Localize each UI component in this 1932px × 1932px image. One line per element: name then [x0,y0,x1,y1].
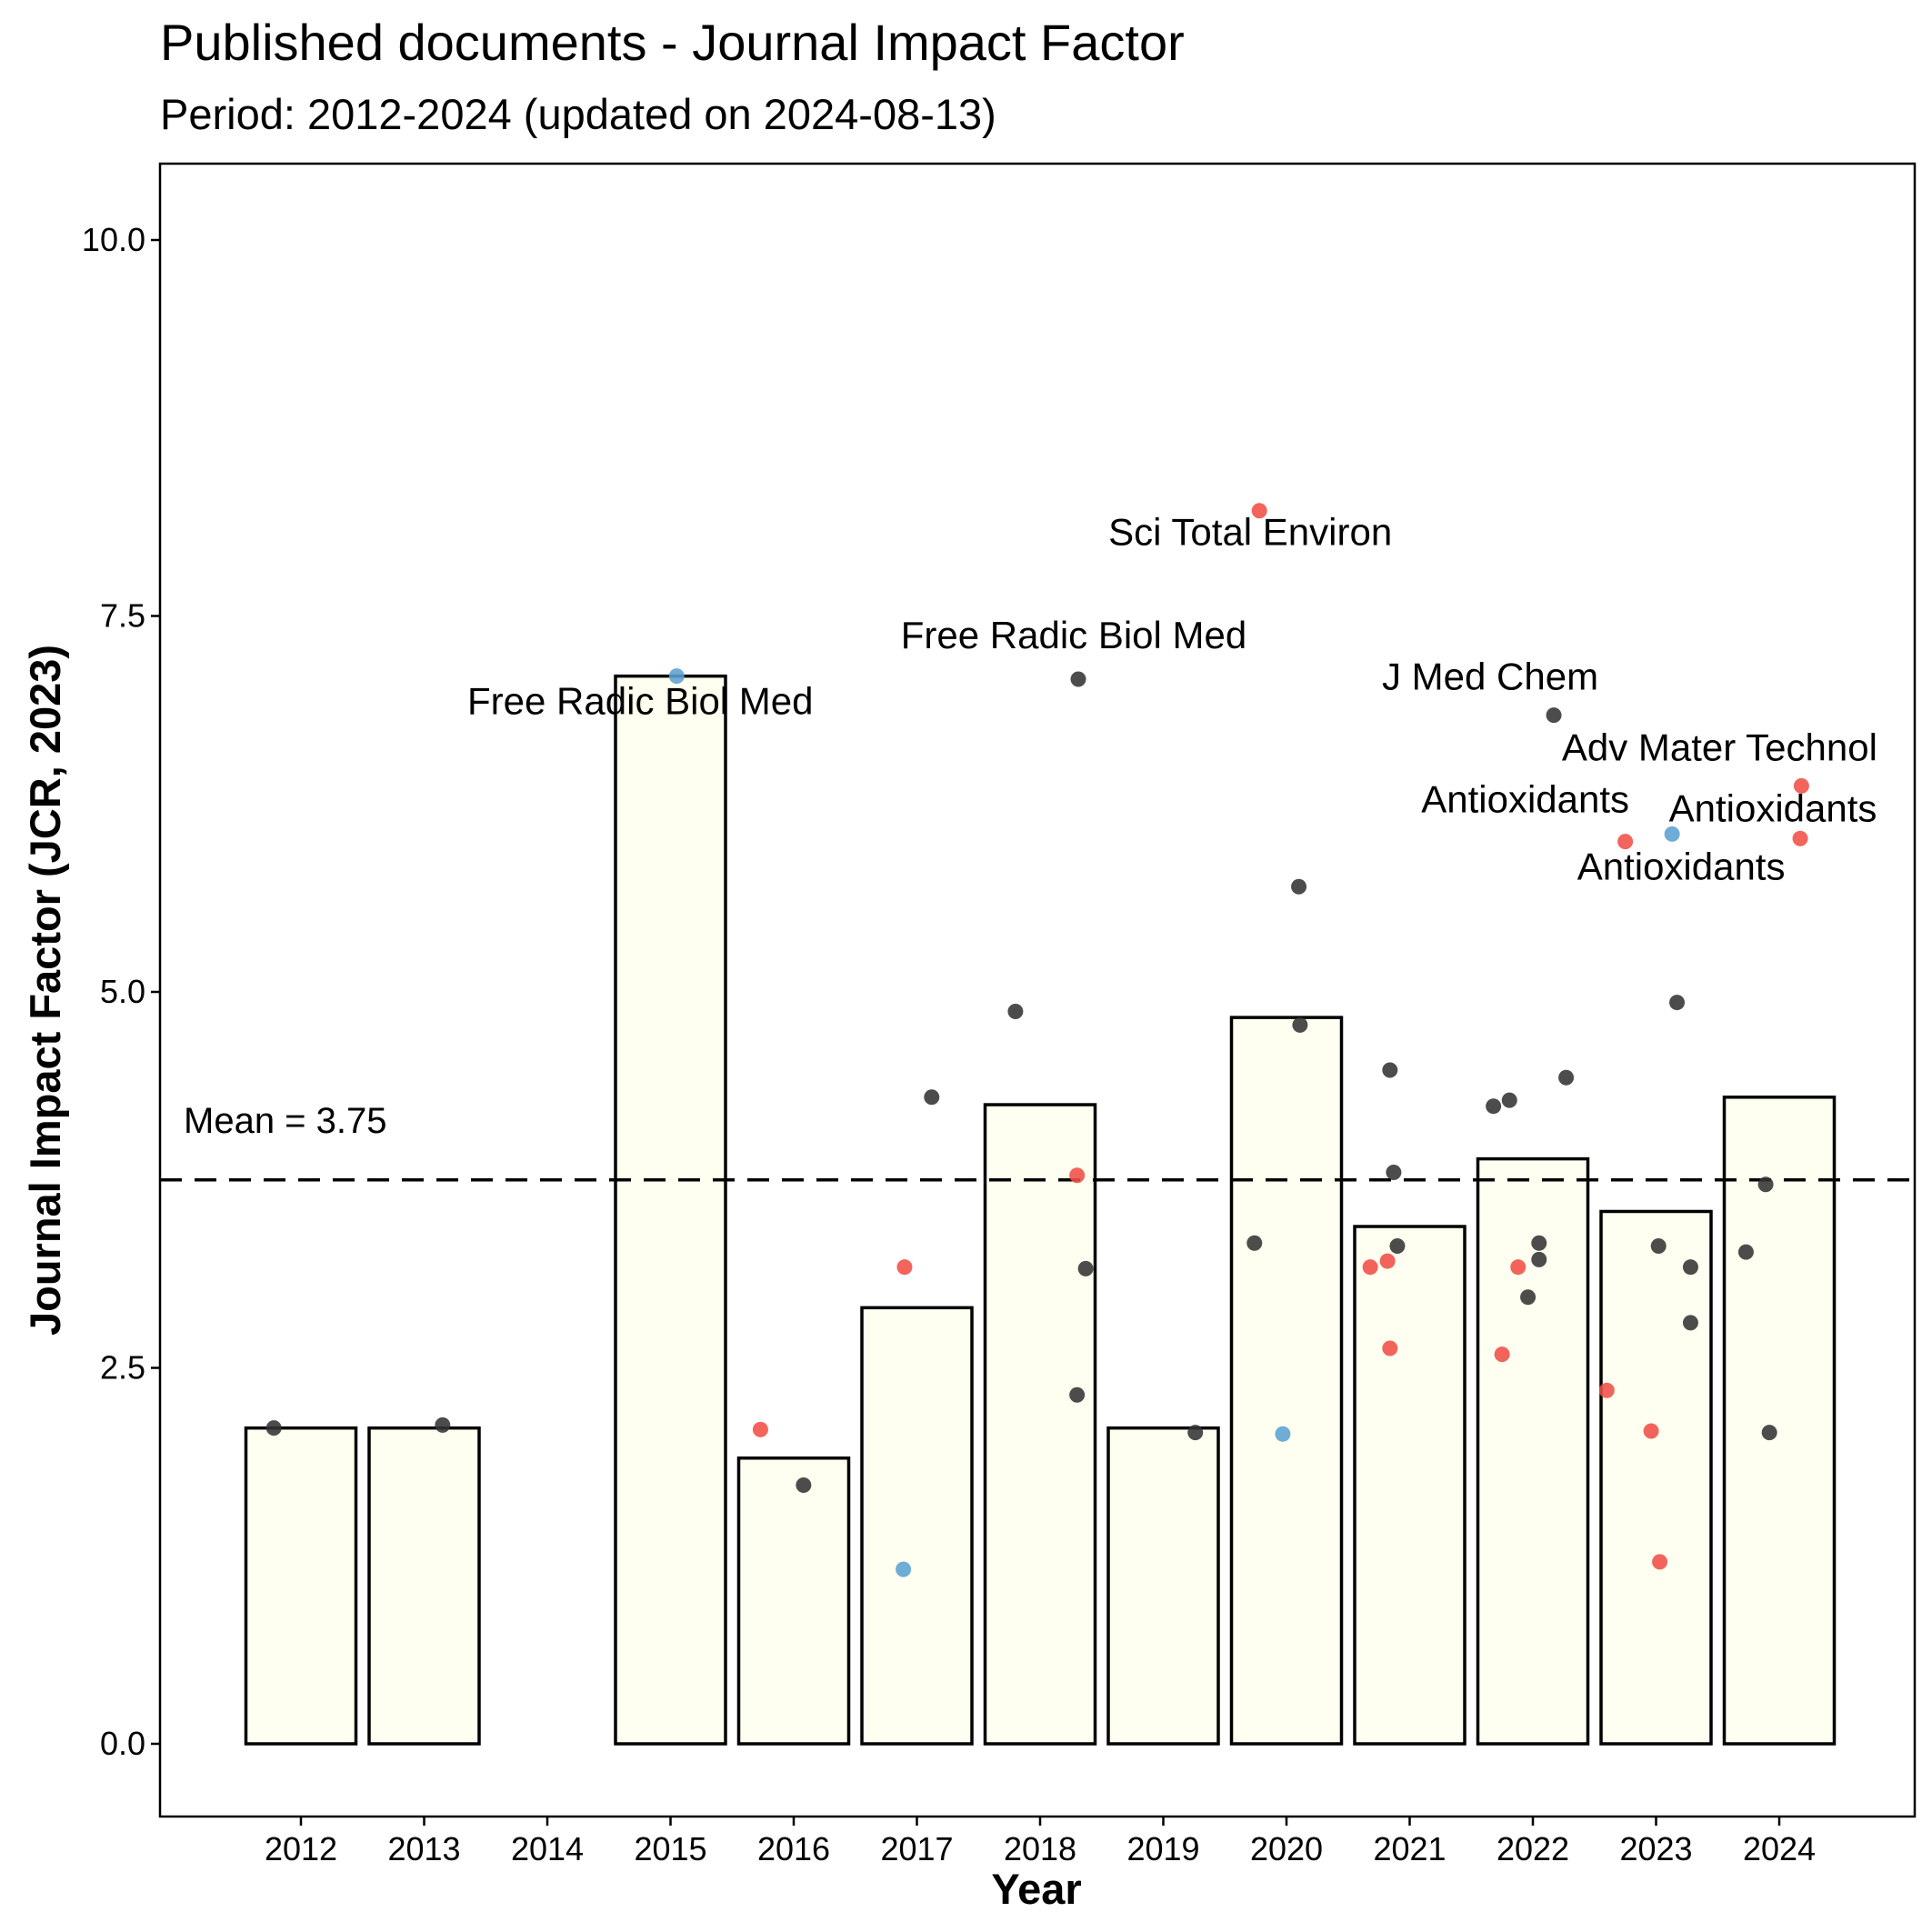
bars-layer [244,674,1837,1746]
data-point-2018 [1070,671,1086,687]
journal-label: Antioxidants [1421,778,1629,821]
data-point-2024 [1792,830,1808,846]
data-point-2022 [1501,1092,1517,1108]
journal-label: Antioxidants [1577,845,1786,887]
chart-subtitle: Period: 2012-2024 (updated on 2024-08-13… [160,90,996,138]
data-point-2024 [1793,777,1809,794]
annotations-layer: Free Radic Biol Med Free Radic Biol Med Sc… [467,511,1877,888]
data-point-2022 [1558,1069,1575,1086]
data-point-2019 [1187,1425,1204,1441]
x-tick-label: 2017 [880,1830,953,1867]
chart-title: Published documents - Journal Impact Fac… [160,14,1185,71]
x-tick-label: 2023 [1619,1830,1692,1867]
y-tick-label: 0.0 [100,1725,145,1762]
x-tick-label: 2019 [1126,1830,1199,1867]
plot-panel-border [158,162,1917,1818]
data-point-2022 [1520,1289,1537,1306]
data-point-2020 [1292,1016,1308,1033]
x-tick-label: 2016 [757,1830,830,1867]
bar-2012 [244,1426,358,1746]
journal-label: Adv Mater Technol [1562,726,1877,768]
x-tick-label: 2012 [265,1830,337,1867]
data-point-2022 [1531,1251,1547,1267]
data-point-2021 [1379,1253,1396,1269]
data-point-2016 [752,1421,768,1437]
data-point-2021 [1382,1340,1398,1356]
data-point-2024 [1737,1244,1754,1260]
data-point-2015 [668,668,685,685]
x-tick-label: 2022 [1497,1830,1569,1867]
x-tick-label: 2024 [1743,1830,1816,1867]
x-tick-label: 2020 [1250,1830,1323,1867]
data-point-2018 [1077,1260,1094,1276]
data-point-2022 [1546,707,1562,724]
x-tick-label: 2018 [1004,1830,1076,1867]
data-point-2020 [1251,503,1267,519]
x-tick-label: 2015 [634,1830,706,1867]
data-point-2021 [1386,1164,1402,1180]
journal-label: Free Radic Biol Med [901,614,1246,656]
points-layer [265,503,1809,1577]
journal-label: J Med Chem [1382,656,1598,698]
journal-label: Antioxidants [1669,786,1877,829]
data-point-2017 [924,1089,940,1106]
x-tick-label: 2021 [1373,1830,1446,1867]
bar-2016 [736,1456,851,1746]
x-tick-label: 2013 [387,1830,460,1867]
data-point-2018 [1069,1386,1086,1403]
data-point-2022 [1494,1346,1510,1363]
data-point-2012 [265,1420,282,1436]
data-point-2022 [1510,1259,1527,1276]
data-point-2021 [1362,1259,1378,1276]
data-point-2024 [1757,1176,1774,1193]
y-axis-title: Journal Impact Factor (JCR, 2023) [21,645,69,1336]
data-point-2020 [1246,1235,1263,1251]
data-point-2021 [1389,1238,1406,1255]
data-point-2021 [1382,1062,1398,1078]
bar-2015 [614,674,727,1746]
y-tick-label: 2.5 [100,1349,145,1386]
bar-2018 [983,1103,1097,1746]
data-point-2023 [1643,1423,1659,1439]
journal-label: Sci Total Environ [1108,511,1392,554]
data-point-2023 [1650,1238,1667,1255]
data-point-2023 [1652,1554,1668,1570]
data-point-2017 [896,1259,913,1276]
x-axis-title: Year [991,1865,1081,1913]
y-axis: 0.0 2.5 5.0 7.5 10.0 [82,221,160,1762]
data-point-2024 [1761,1425,1777,1441]
bar-2023 [1599,1209,1713,1746]
data-point-2018 [1069,1167,1086,1184]
data-point-2013 [435,1416,451,1433]
data-point-2022 [1486,1098,1502,1115]
bar-2013 [367,1426,481,1746]
data-point-2020 [1291,878,1307,895]
y-tick-label: 7.5 [100,597,145,635]
y-tick-label: 10.0 [82,221,145,258]
data-point-2023 [1664,826,1680,842]
x-axis: 2012 2013 2014 2015 2016 2017 2018 2019 2020 2021… [265,1817,1816,1867]
data-point-2018 [1007,1004,1024,1020]
mean-label: Mean = 3.75 [184,1101,387,1141]
data-point-2016 [796,1477,812,1494]
bar-2021 [1353,1225,1467,1746]
bar-2017 [860,1306,974,1746]
bar-2020 [1229,1016,1344,1746]
bar-2019 [1106,1426,1220,1746]
data-point-2017 [896,1561,912,1577]
bar-2024 [1722,1096,1837,1746]
data-point-2023 [1682,1315,1698,1331]
data-point-2023 [1682,1259,1698,1276]
data-point-2023 [1669,995,1686,1011]
journal-label: Free Radic Biol Med [467,680,813,723]
x-tick-label: 2014 [511,1830,584,1867]
data-point-2023 [1617,834,1634,850]
data-point-2023 [1598,1382,1615,1398]
data-point-2022 [1531,1235,1547,1251]
y-tick-label: 5.0 [100,973,145,1010]
data-point-2020 [1275,1426,1291,1442]
